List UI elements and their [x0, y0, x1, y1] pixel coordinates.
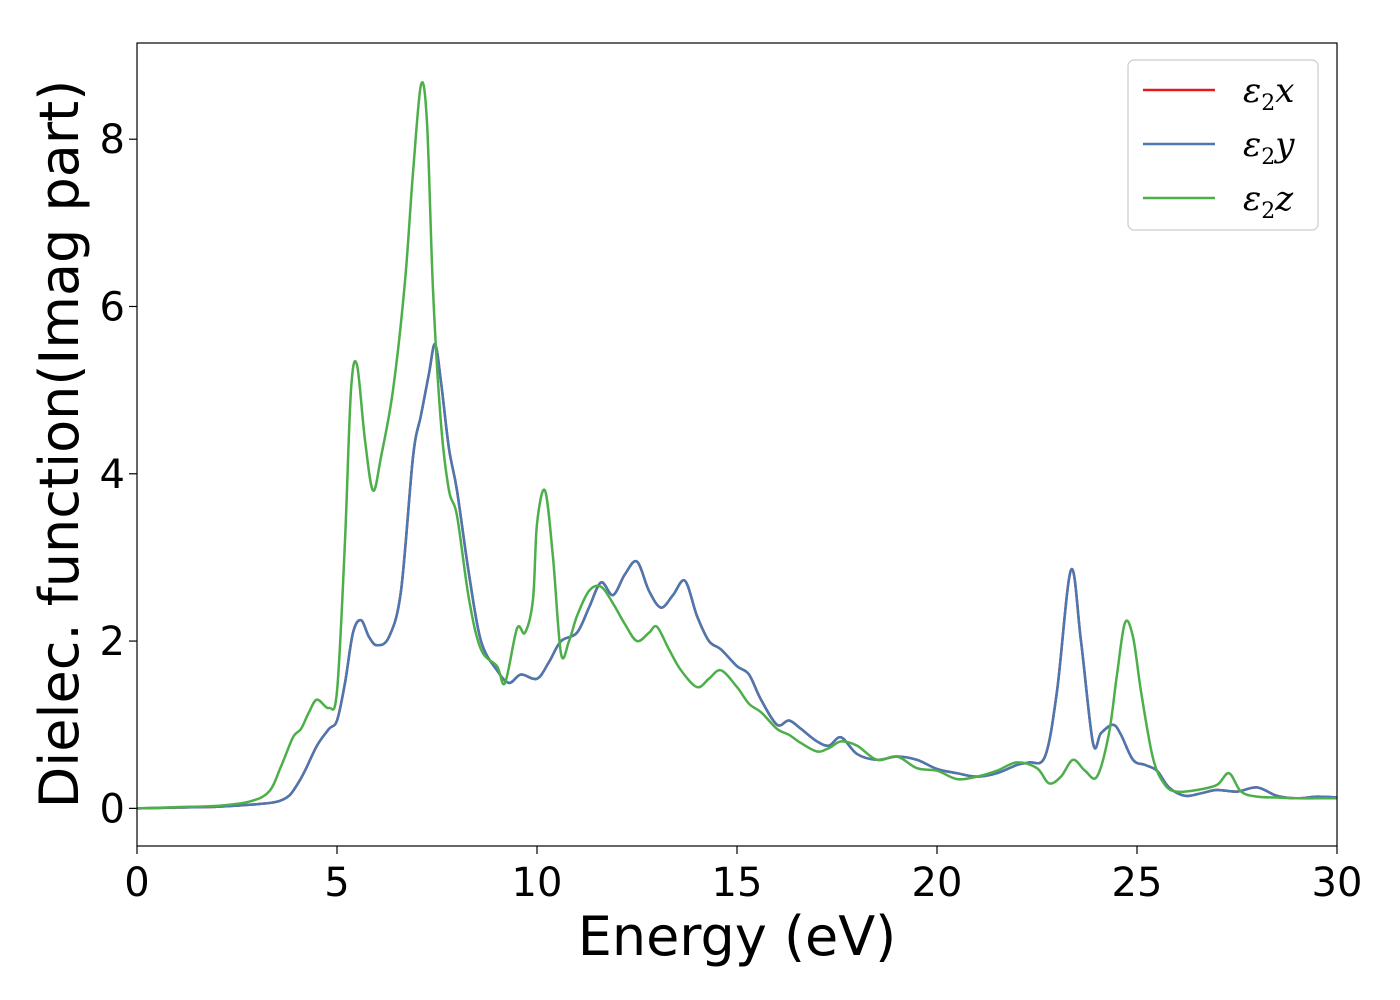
x-tick-label: 25: [1112, 860, 1163, 906]
x-tick-label: 15: [712, 860, 763, 906]
legend-label-x: ε2x: [1243, 71, 1294, 116]
legend: ε2x ε2y ε2z: [1127, 59, 1319, 231]
x-tick-label: 20: [912, 860, 963, 906]
x-axis-title: Energy (eV): [578, 905, 897, 968]
legend-label-y: ε2y: [1243, 125, 1295, 170]
x-tick-label: 10: [512, 860, 563, 906]
x-tick-label: 0: [124, 860, 149, 906]
y-tick-label: 2: [100, 619, 125, 665]
x-tick-label: 5: [324, 860, 349, 906]
x-axis-ticks: 0 5 10 15 20 25 30: [124, 846, 1362, 906]
y-tick-label: 4: [100, 452, 125, 498]
x-tick-label: 30: [1312, 860, 1363, 906]
legend-box: [1127, 59, 1319, 231]
series-line-y: [136, 342, 1338, 810]
y-axis-ticks: 0 2 4 6 8: [100, 117, 137, 832]
y-tick-label: 8: [100, 117, 125, 163]
y-tick-label: 0: [100, 786, 125, 832]
y-axis-title: Dielec. function(Imag part): [28, 80, 91, 809]
series-layer: [136, 81, 1338, 810]
y-tick-label: 6: [100, 284, 125, 330]
legend-label-z: ε2z: [1243, 179, 1294, 224]
series-line-z: [136, 81, 1337, 810]
